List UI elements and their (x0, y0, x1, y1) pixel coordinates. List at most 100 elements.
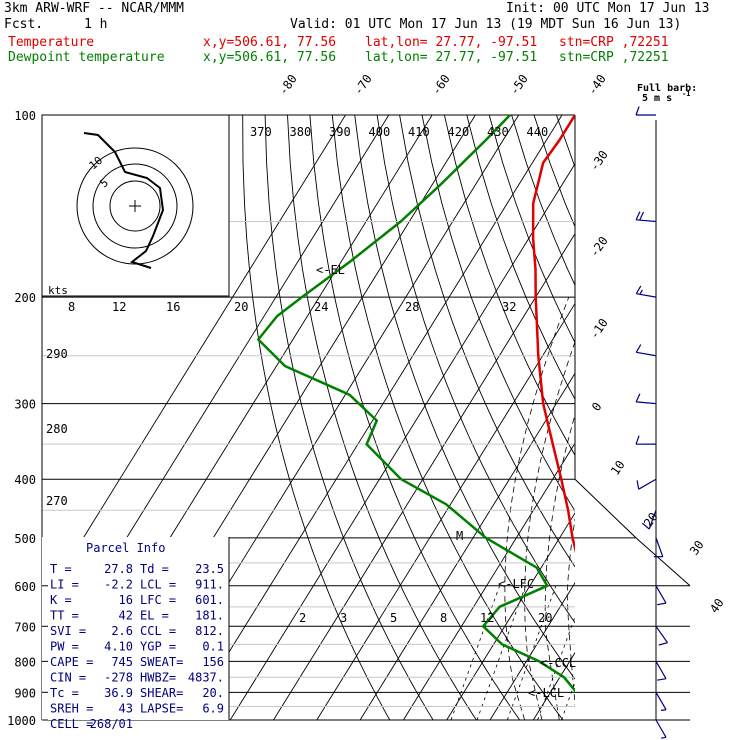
isotherm--120 (42, 115, 346, 606)
dry-adiabat-360 (488, 115, 575, 344)
dry-adiabat-430 (646, 115, 740, 720)
wind-barb (655, 585, 667, 606)
parcel-key-2: SWEAT= (140, 655, 183, 669)
speed-tick-20: 20 (234, 300, 248, 314)
pressure-label-500: 500 (14, 532, 36, 546)
barb-staff (648, 509, 657, 530)
isotherm-10 (532, 651, 575, 720)
isotherm-0 (489, 582, 575, 720)
isotherm-30 (620, 115, 740, 720)
profiles (257, 115, 575, 693)
parcel-key: LI = (50, 578, 79, 592)
hodograph-ring-2 (76, 147, 194, 265)
barb-staff (655, 537, 664, 557)
isotherm-label-0: 0 (589, 400, 605, 414)
hodograph-trace (83, 132, 165, 269)
hodograph-ring-1 (92, 163, 178, 249)
parcel-value-2: 4837. (188, 671, 224, 685)
adiabat-label-290: 290 (46, 347, 68, 361)
parcel-key: T = (50, 562, 72, 576)
isotherm-label-20: 20 (641, 510, 661, 530)
parcel-key-2: LAPSE= (140, 702, 183, 716)
parcel-key: CAPE = (50, 655, 93, 669)
parcel-value-2: 812. (195, 624, 224, 638)
barb-feather (635, 106, 640, 116)
moist-adiabats (450, 296, 729, 720)
isotherm-label--50: -50 (507, 72, 531, 98)
parcel-value-2: 181. (195, 609, 224, 623)
temperature-legend: Temperature (8, 35, 95, 50)
dry-adiabat-270 (287, 115, 477, 720)
theta-label-430: 430 (487, 125, 509, 139)
parcel-info-bg (42, 537, 229, 720)
mixing-label-3: 3 (340, 611, 347, 625)
temperature-xy: x,y=506.61, 77.56 (203, 35, 337, 50)
barb-feather (656, 602, 667, 606)
parcel-key: K = (50, 593, 72, 607)
theta-label-420: 420 (448, 125, 470, 139)
dry-adiabat-260 (264, 115, 434, 720)
parcel-key: SREH = (50, 702, 93, 716)
isotherm-label--80: -80 (276, 72, 300, 98)
parcel-info-row: SVI = 2.6 CCL = 812. (50, 624, 224, 638)
isotherm--50 (273, 232, 575, 720)
barb-staff (636, 293, 657, 298)
barb-staff (655, 692, 667, 710)
pressure-label-200: 200 (14, 291, 36, 305)
barb-feather (635, 344, 642, 353)
wind-barb (655, 692, 667, 712)
barb-feather (658, 642, 668, 646)
parcel-info-row: Tc = 36.9 SHEAR= 20. (50, 686, 224, 700)
moist-adiabat-28 (611, 297, 697, 720)
isotherm--20 (403, 442, 575, 720)
parcel-info-row: LI = -2.2 LCL = 911. (50, 578, 224, 592)
moist-adiabat-24 (592, 297, 668, 720)
dry-adiabat-350 (466, 115, 575, 401)
parcel-key: SVI = (50, 624, 86, 638)
barb-feather (660, 736, 667, 739)
barb-feather (635, 211, 641, 221)
marker-ccl: <-CCL (540, 656, 576, 670)
parcel-key-2: LFC = (140, 593, 176, 607)
isotherm-40 (663, 115, 740, 720)
parcel-value-2: 0.1 (202, 640, 224, 654)
wind-barbs (635, 106, 668, 739)
wind-barb (635, 393, 657, 405)
dry-adiabat-420 (624, 115, 740, 720)
parcel-key-2: YGP = (140, 640, 176, 654)
barb-staff (638, 478, 657, 490)
adiabat-label-270: 270 (46, 494, 68, 508)
mixing-ratio-3 (476, 585, 526, 720)
temperature-latlon: lat,lon= 27.77, -97.51 (365, 35, 538, 50)
speed-tick-24: 24 (314, 300, 328, 314)
speed-tick-12: 12 (112, 300, 126, 314)
wind-barb (655, 625, 668, 646)
barb-feather (639, 289, 643, 295)
mixing-ratio-2 (450, 585, 500, 720)
theta-label-410: 410 (408, 125, 430, 139)
parcel-value: 2.6 (111, 624, 133, 638)
parcel-value: 27.8 (104, 562, 133, 576)
wind-barb (635, 285, 657, 298)
parcel-value-2: 601. (195, 593, 224, 607)
moist-adiabat-32 (629, 297, 729, 720)
dry-adiabat-470 (736, 115, 740, 720)
mixing-ratio-8 (537, 615, 575, 720)
parcel-value: -2.2 (104, 578, 133, 592)
dewpoint-legend: Dewpoint temperature (8, 50, 165, 65)
barb-feather (657, 678, 667, 681)
isotherm-label--10: -10 (587, 316, 611, 342)
parcel-value-2: 20. (202, 686, 224, 700)
forecast-label: Fcst. (4, 17, 44, 32)
mixing-label-2: 2 (299, 611, 306, 625)
dry-adiabat-340 (443, 115, 575, 457)
pressure-label-700: 700 (14, 620, 36, 634)
speed-tick-28: 28 (405, 300, 419, 314)
adiabat-label-280: 280 (46, 422, 68, 436)
mixing-label-20: 20 (538, 611, 552, 625)
temperature-line (531, 115, 575, 554)
barb-legend-exponent: -1 (682, 90, 691, 98)
parcel-value: 43 (119, 702, 133, 716)
parcel-key-2: HWBZ= (140, 671, 176, 685)
